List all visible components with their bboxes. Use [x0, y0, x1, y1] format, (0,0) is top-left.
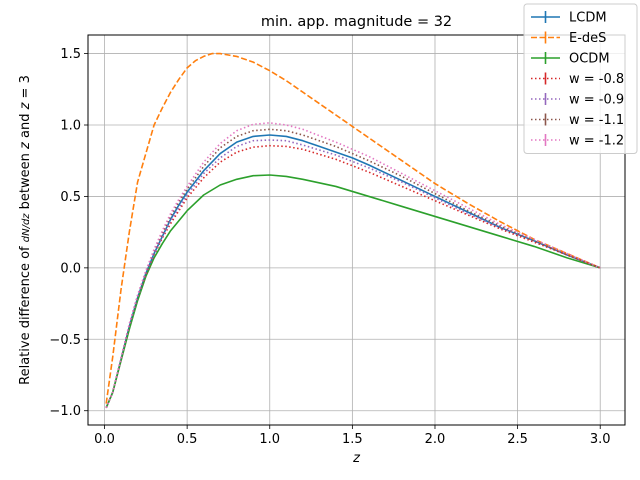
- y-axis-label-z2: z: [18, 101, 33, 110]
- legend-box: [523, 3, 638, 154]
- y-axis-label-part-3: and: [18, 109, 33, 142]
- y-axis-label: Relative difference of dN/dz between z a…: [18, 75, 33, 385]
- x-tick-label: 2.5: [507, 432, 528, 447]
- y-tick-label: −1.0: [49, 404, 81, 419]
- y-axis-label-z1: z: [18, 141, 33, 150]
- y-tick-label: 0.0: [60, 261, 81, 276]
- y-tick-label: 1.0: [60, 119, 81, 134]
- y-axis-label-fraction: dN/dz: [21, 213, 32, 243]
- x-tick-label: 3.0: [590, 432, 611, 447]
- legend-label: E-deS: [569, 31, 606, 46]
- y-tick-label: −0.5: [49, 333, 81, 348]
- y-axis-label-part-2: between: [18, 149, 33, 213]
- x-tick-label: 1.0: [259, 432, 280, 447]
- x-tick-label: 0.0: [94, 432, 115, 447]
- series-line-e-des: [105, 52, 601, 404]
- y-axis-label-part-4: = 3: [18, 75, 33, 102]
- series-line-lcdm: [105, 134, 601, 409]
- series-line-w-0-8: [105, 144, 601, 409]
- x-tick-label: 1.5: [342, 432, 363, 447]
- y-tick-label: 0.5: [60, 190, 81, 205]
- legend-label: w = -0.9: [569, 93, 624, 108]
- x-axis-label: z: [352, 451, 361, 466]
- legend-label: w = -1.1: [569, 113, 624, 128]
- legend-label: w = -0.8: [569, 72, 624, 87]
- chart-title: min. app. magnitude = 32: [261, 14, 452, 30]
- y-tick-label: 1.5: [60, 47, 81, 62]
- legend-label: OCDM: [569, 52, 610, 67]
- x-tick-label: 0.5: [177, 432, 198, 447]
- y-axis-label-part-1: Relative difference of: [18, 242, 33, 385]
- ticks: 0.0 0.5 1.0 1.5 2.0 2.5 3.0 −1.0 −0.5 0.0 0.5 1.0 1.…: [49, 47, 610, 447]
- legend-label: LCDM: [569, 11, 607, 26]
- x-tick-label: 2.0: [425, 432, 446, 447]
- series-line-w-1-1: [105, 128, 601, 409]
- plot-frame: [87, 34, 626, 426]
- series-layer: [105, 52, 601, 409]
- series-line-ocdm: [105, 174, 601, 409]
- series-line-w-1-2: [105, 122, 601, 409]
- legend: LCDM E-deS OCDM w = -0.8 w = -0.9 w = -1.1 w =…: [523, 3, 638, 154]
- series-line-w-0-9: [105, 139, 601, 409]
- legend-label: w = -1.2: [569, 134, 624, 149]
